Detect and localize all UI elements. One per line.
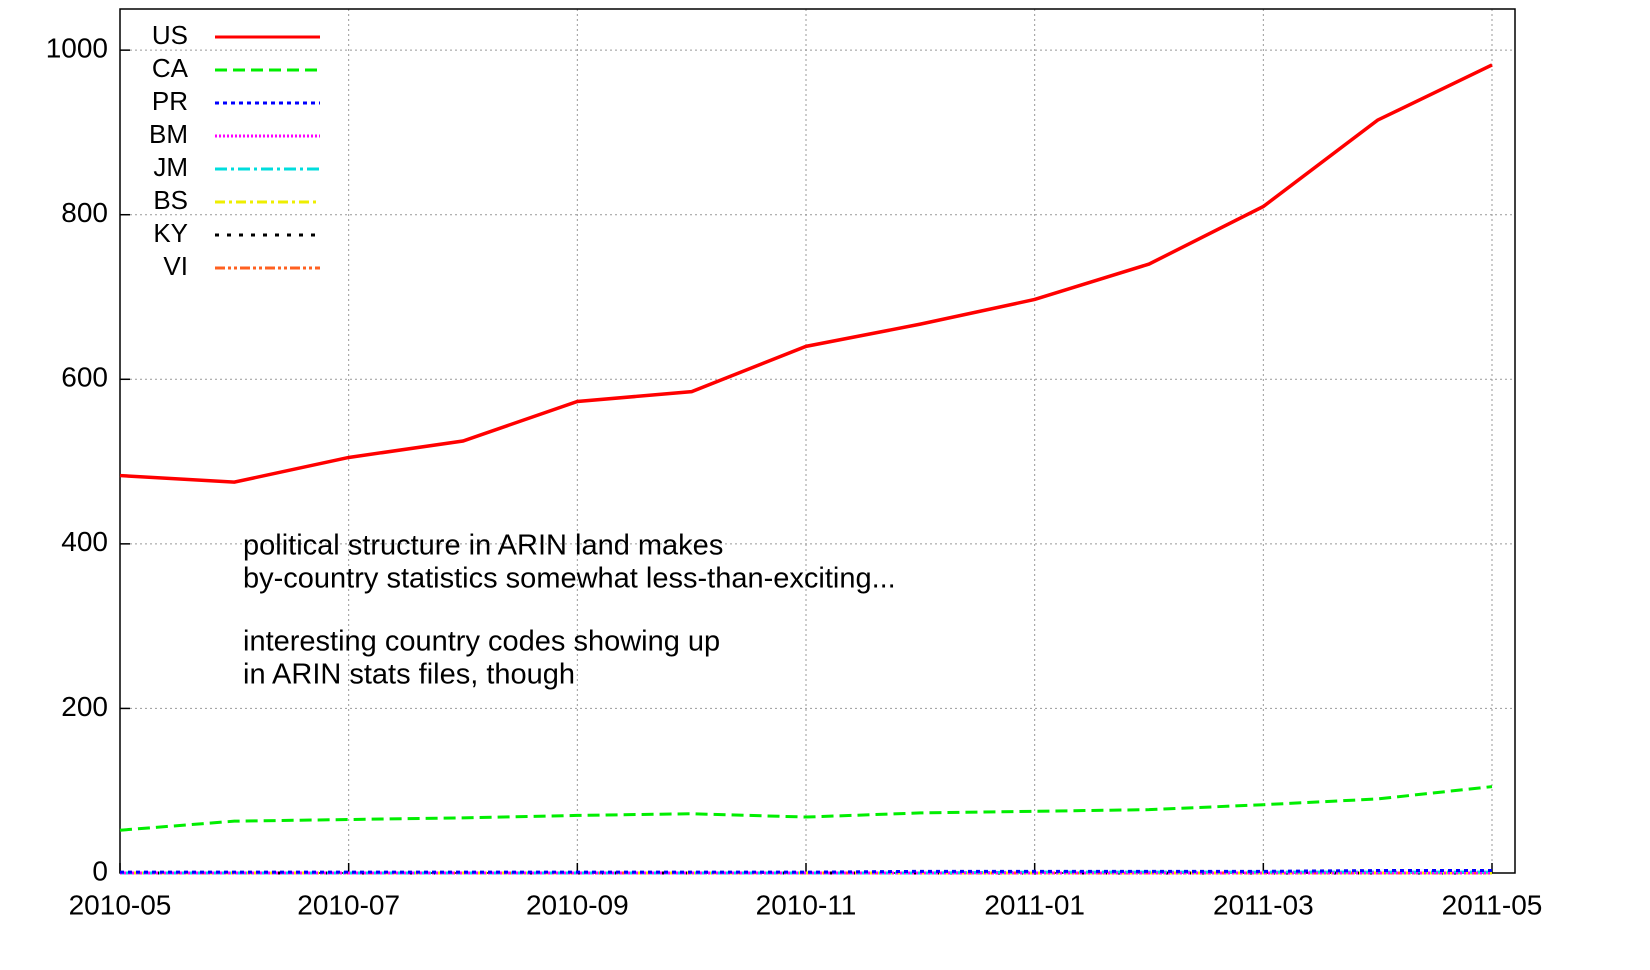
annotation: political structure in ARIN land makes <box>243 530 723 562</box>
y-tick-label: 400 <box>61 526 108 557</box>
x-tick-label: 2010-11 <box>756 889 857 920</box>
legend-label: BS <box>153 185 188 215</box>
legend-label: JM <box>153 152 188 182</box>
plot-frame <box>119 8 1516 874</box>
series-line <box>119 63 1493 484</box>
legend-label: CA <box>152 53 189 83</box>
series-line <box>119 785 1493 832</box>
annotation: in ARIN stats files, though <box>243 659 575 691</box>
y-tick-label: 200 <box>61 691 108 722</box>
legend-label: KY <box>153 218 188 248</box>
y-tick-label: 0 <box>92 855 108 886</box>
annotation: interesting country codes showing up <box>243 626 720 658</box>
y-tick-label: 1000 <box>46 33 108 64</box>
legend-label: VI <box>163 251 188 281</box>
legend-label: PR <box>152 86 188 116</box>
x-tick-label: 2011-01 <box>984 889 1085 920</box>
y-tick-label: 600 <box>61 362 108 393</box>
y-tick-label: 800 <box>61 197 108 228</box>
legend-label: BM <box>149 119 188 149</box>
legend-label: US <box>152 20 188 50</box>
x-tick-label: 2011-03 <box>1213 889 1314 920</box>
x-tick-label: 2011-05 <box>1442 889 1543 920</box>
x-tick-label: 2010-05 <box>69 889 172 920</box>
annotation: by-country statistics somewhat less-than… <box>243 563 896 595</box>
x-tick-label: 2010-09 <box>526 889 629 920</box>
x-tick-label: 2010-07 <box>297 889 400 920</box>
